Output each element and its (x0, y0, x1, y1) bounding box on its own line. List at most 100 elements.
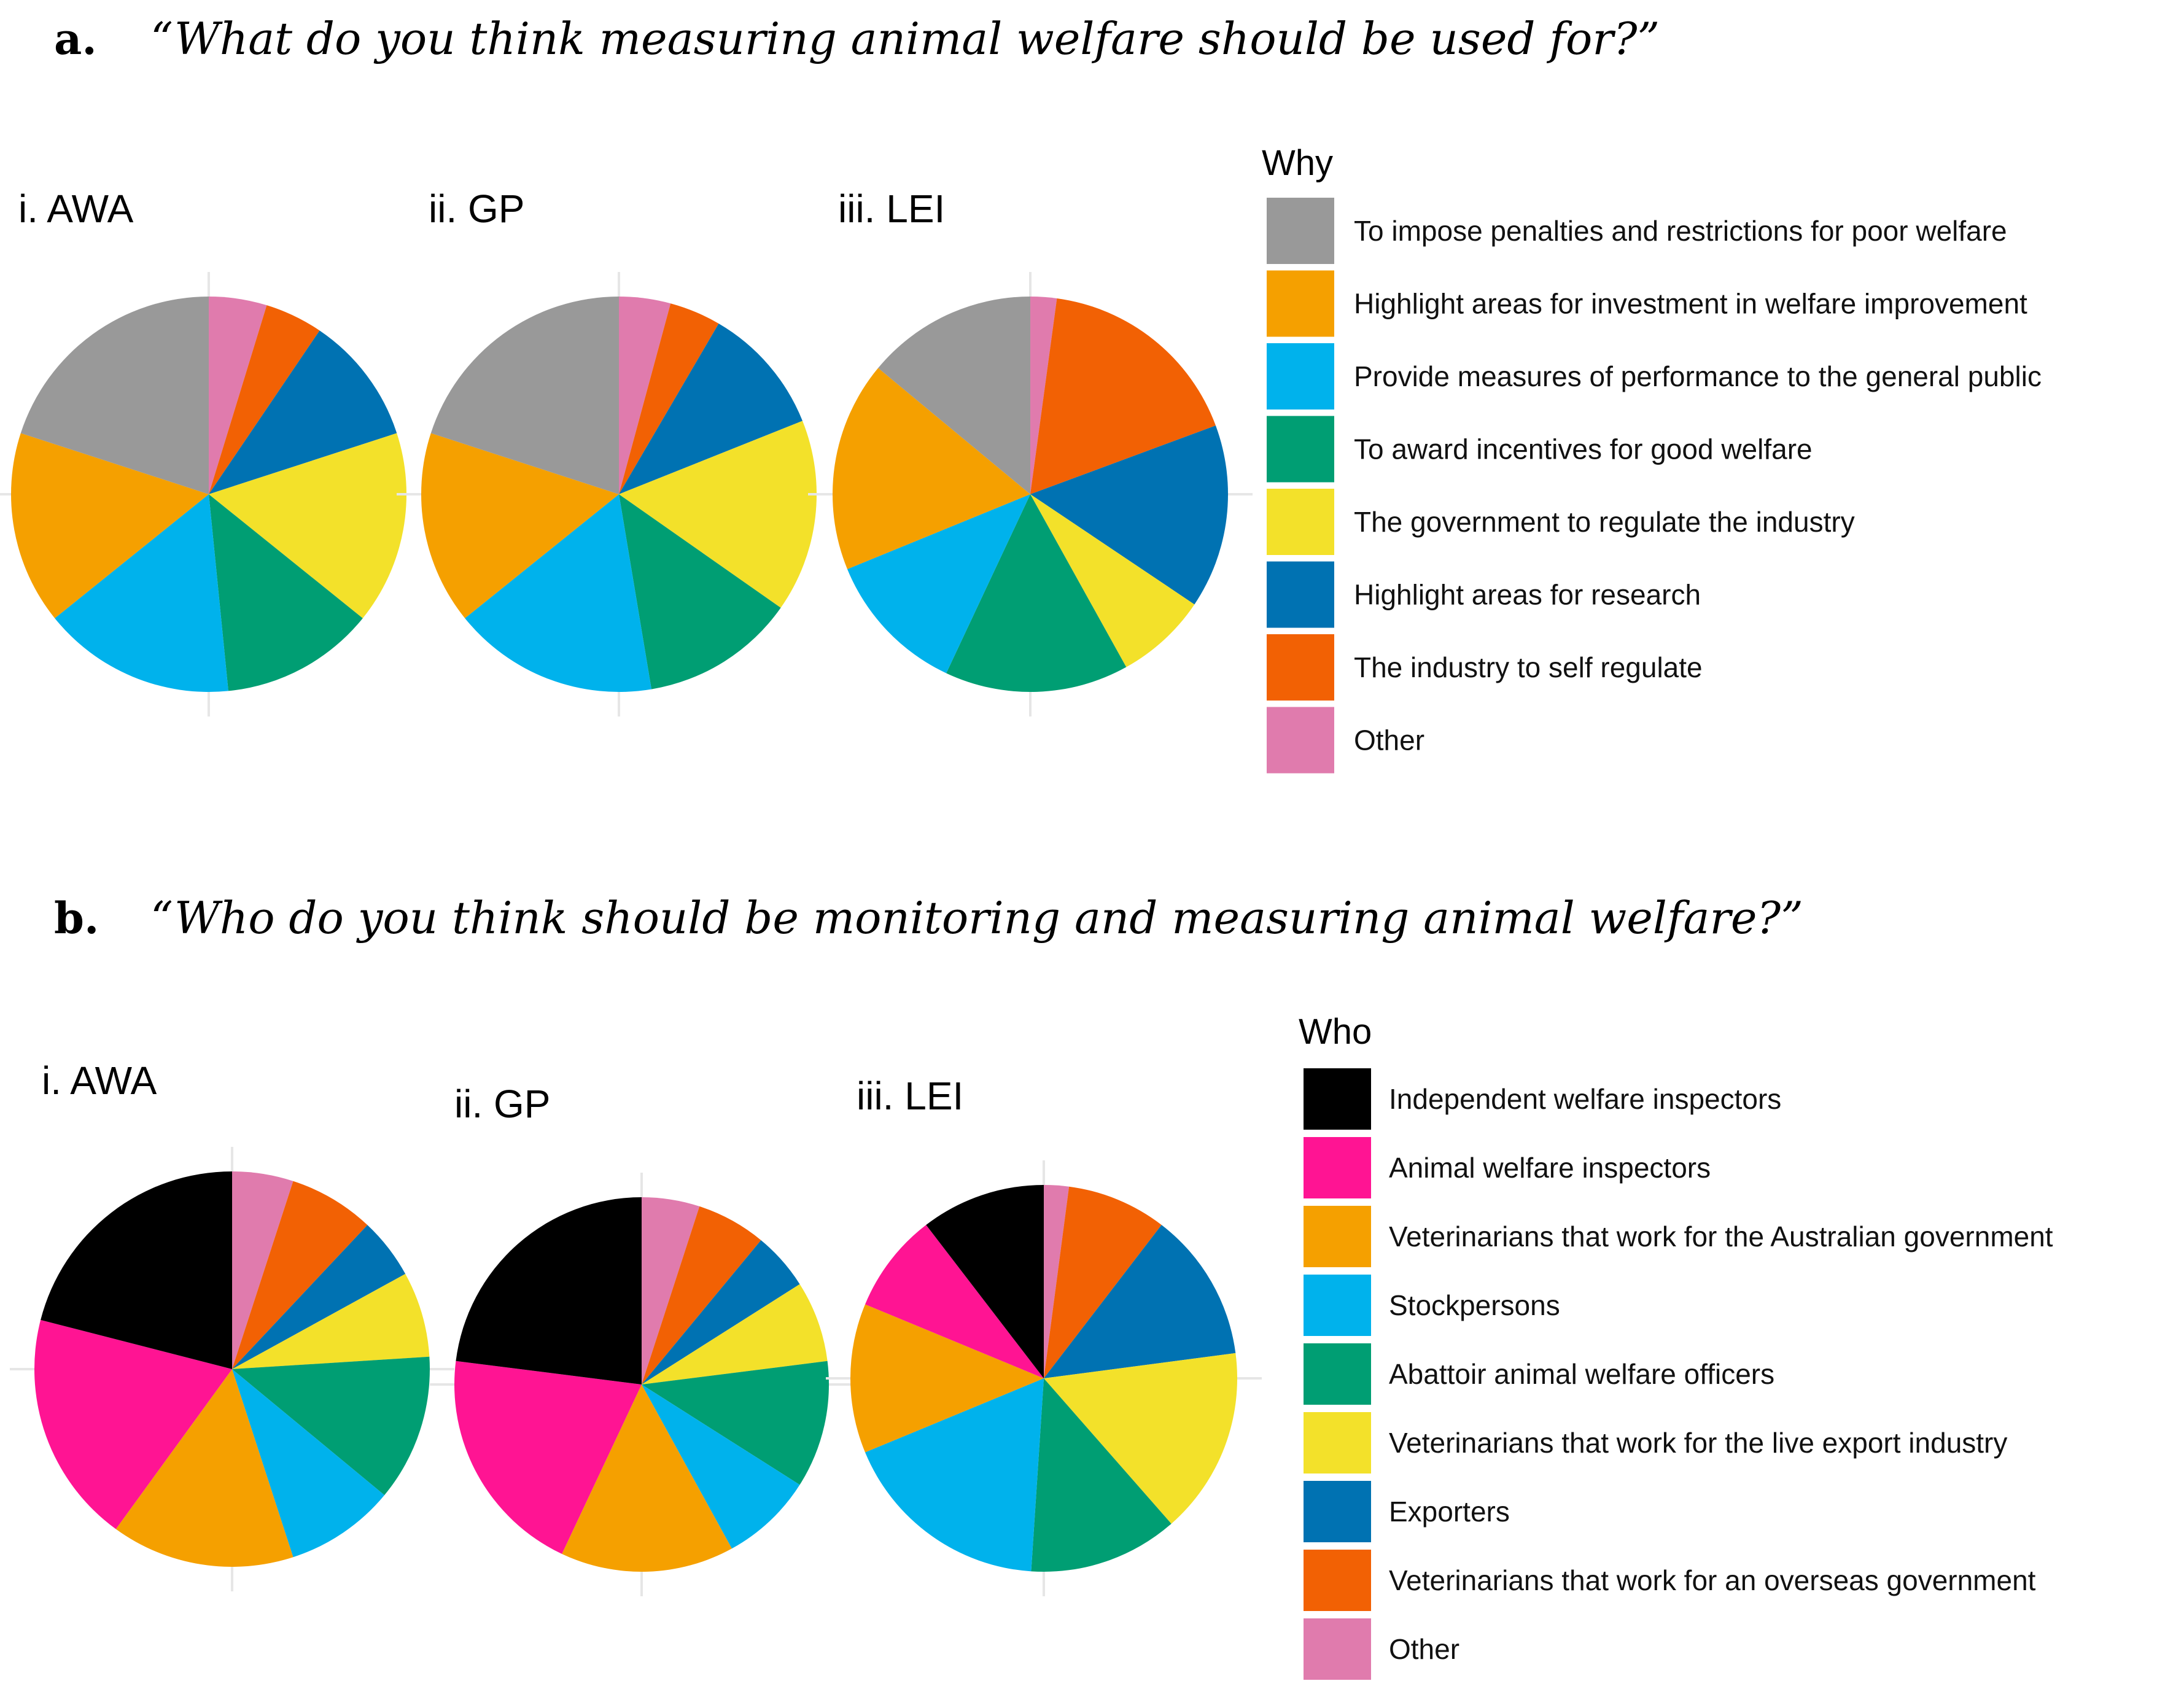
panel-a-pie-2-slice-other (619, 297, 671, 494)
panel-b-pie-2-title: ii. GP (454, 1082, 550, 1126)
panel-b-legend-swatch-abattoir-animal-welfare-officers (1304, 1343, 1371, 1405)
panel-b-pie-1-slice-exporters (232, 1225, 406, 1369)
panel-b-question: “Who do you think should be monitoring a… (150, 892, 1803, 944)
panel-b-legend-swatch-stockpersons (1304, 1275, 1371, 1336)
panel-b-pie-2-slice-stockpersons (642, 1384, 800, 1549)
panel-b-legend-label-abattoir-animal-welfare-officers: Abattoir animal welfare officers (1389, 1358, 1774, 1390)
panel-b-pie-3-slice-veterinarians-that-work-for-an-overseas-government (1044, 1186, 1162, 1378)
panel-b-pie-gp (430, 1173, 853, 1596)
panel-a-legend-swatch-the-government-to-regulate-the-industry (1267, 489, 1334, 555)
panel-b-pie-2-slice-animal-welfare-inspectors (454, 1361, 642, 1554)
panel-a: a. “What do you think measuring animal w… (0, 13, 2042, 774)
panel-b-pie-3-slice-veterinarians-that-work-for-the-live-export-industry (1044, 1353, 1238, 1524)
panel-a-pie-3-title: iii. LEI (838, 187, 945, 231)
panel-b-legend-label-other: Other (1389, 1633, 1459, 1665)
panel-a-legend-label-highlight-areas-for-investment-in-welfare-improvement: Highlight areas for investment in welfar… (1354, 288, 2027, 320)
panel-b-pie-2-slice-exporters (642, 1240, 800, 1384)
panel-b-legend-swatch-veterinarians-that-work-for-the-australian-government (1304, 1206, 1371, 1267)
panel-b-pie-3-slice-exporters (1044, 1225, 1236, 1378)
panel-a-pie-3-slice-provide-measures-of-performance-to-the-general-public (847, 494, 1030, 674)
panel-a-pie-2-slice-highlight-areas-for-investment-in-welfare-improvement (421, 433, 619, 618)
panel-b-legend-label-veterinarians-that-work-for-an-overseas-government: Veterinarians that work for an overseas … (1389, 1564, 2036, 1596)
panel-a-pie-2-slice-the-industry-to-self-regulate (619, 303, 719, 494)
panel-a-legend-label-provide-measures-of-performance-to-the-general-public: Provide measures of performance to the g… (1354, 360, 2042, 392)
panel-a-question: “What do you think measuring animal welf… (150, 13, 1660, 64)
panel-a-pie-2-slice-to-impose-penalties-and-restrictions-for-poor-welfare (430, 297, 619, 494)
panel-a-legend-label-the-industry-to-self-regulate: The industry to self regulate (1354, 651, 1703, 683)
panel-a-pie-2-slice-the-government-to-regulate-the-industry (619, 421, 817, 608)
panel-b-pie-1-slice-animal-welfare-inspectors (34, 1319, 232, 1529)
panel-b-pie-2-slice-other (642, 1197, 700, 1384)
panel-b-letter: b. (54, 893, 99, 944)
panel-a-legend-swatch-highlight-areas-for-research (1267, 561, 1334, 628)
panel-b-legend-swatch-animal-welfare-inspectors (1304, 1137, 1371, 1198)
panel-b-pie-2-slice-abattoir-animal-welfare-officers (642, 1361, 829, 1485)
panel-b-legend: Independent welfare inspectors Animal wel… (1304, 1068, 2053, 1680)
panel-b-pie-2-slice-veterinarians-that-work-for-an-overseas-government (642, 1206, 761, 1384)
panel-a-pie-3-slice-to-award-incentives-for-good-welfare (946, 494, 1127, 693)
panel-a-legend-swatch-provide-measures-of-performance-to-the-general-public (1267, 343, 1334, 410)
panel-b-pie-3-slice-animal-welfare-inspectors (865, 1225, 1044, 1378)
panel-a-pie-1-title: i. AWA (18, 187, 134, 231)
panel-a-legend-label-other: Other (1354, 724, 1424, 756)
panel-b-pie-1-slice-abattoir-animal-welfare-officers (232, 1356, 430, 1496)
panel-a-legend: To impose penalties and restrictions for… (1267, 198, 2042, 774)
panel-a-pie-3-slice-to-impose-penalties-and-restrictions-for-poor-welfare (878, 296, 1030, 494)
panel-a-pie-1-slice-highlight-areas-for-investment-in-welfare-improvement (11, 433, 209, 618)
panel-b-legend-swatch-independent-welfare-inspectors (1304, 1068, 1371, 1130)
panel-a-pie-3-slice-other (1030, 297, 1057, 494)
panel-a-legend-label-to-award-incentives-for-good-welfare: To award incentives for good welfare (1354, 433, 1813, 465)
panel-a-legend-swatch-highlight-areas-for-investment-in-welfare-improvement (1267, 270, 1334, 337)
panel-b-pie-1-slice-veterinarians-that-work-for-the-live-export-industry (232, 1273, 430, 1369)
panel-a-pie-2-title: ii. GP (429, 187, 524, 231)
panel-a-legend-label-to-impose-penalties-and-restrictions-for-poor-welfare: To impose penalties and restrictions for… (1354, 215, 2007, 247)
panel-a-pie-3-slice-the-government-to-regulate-the-industry (1030, 494, 1195, 667)
panel-a-pie-1-slice-other (209, 297, 267, 494)
panel-b-pie-2-slice-veterinarians-that-work-for-the-australian-government (562, 1384, 732, 1572)
panel-a-pie-1-slice-to-impose-penalties-and-restrictions-for-poor-welfare (20, 297, 209, 494)
panel-a-pie-lei (808, 272, 1253, 716)
panel-b-pie-1-slice-independent-welfare-inspectors (41, 1171, 233, 1369)
panel-b-legend-label-veterinarians-that-work-for-the-live-export-industry: Veterinarians that work for the live exp… (1389, 1427, 2007, 1459)
panel-a-pie-1-slice-provide-measures-of-performance-to-the-general-public (55, 494, 228, 693)
panel-b-pie-3-slice-veterinarians-that-work-for-the-australian-government (850, 1304, 1044, 1453)
panel-b-pie-3-title: iii. LEI (857, 1074, 963, 1118)
panel-b-legend-label-exporters: Exporters (1389, 1496, 1510, 1528)
panel-a-legend-swatch-the-industry-to-self-regulate (1267, 634, 1334, 701)
panel-a-legend-swatch-to-impose-penalties-and-restrictions-for-poor-welfare (1267, 198, 1334, 264)
panel-a-pie-awa (0, 272, 431, 716)
panel-b-pie-2-slice-independent-welfare-inspectors (456, 1197, 642, 1384)
panel-b-pie-1-slice-stockpersons (232, 1369, 385, 1558)
panel-a-legend-title: Why (1262, 143, 1333, 183)
panel-b-legend-swatch-veterinarians-that-work-for-an-overseas-government (1304, 1550, 1371, 1611)
panel-a-pie-3-slice-the-industry-to-self-regulate (1030, 298, 1216, 494)
panel-b-legend-title: Who (1299, 1012, 1372, 1052)
panel-b-pie-1-slice-veterinarians-that-work-for-an-overseas-government (232, 1181, 368, 1369)
panel-b-pie-3-slice-abattoir-animal-welfare-officers (1031, 1378, 1172, 1572)
panel-b-legend-label-stockpersons: Stockpersons (1389, 1289, 1560, 1321)
panel-b-legend-swatch-veterinarians-that-work-for-the-live-export-industry (1304, 1412, 1371, 1474)
panel-b-pie-1-slice-veterinarians-that-work-for-the-australian-government (115, 1369, 293, 1567)
panel-a-pie-3-slice-highlight-areas-for-investment-in-welfare-improvement (832, 368, 1030, 569)
panel-b-pie-3-slice-stockpersons (865, 1378, 1044, 1572)
panel-b-pie-3-slice-other (1044, 1185, 1070, 1378)
panel-b: b. “Who do you think should be monitorin… (10, 892, 2053, 1680)
panel-b-legend-label-animal-welfare-inspectors: Animal welfare inspectors (1389, 1152, 1711, 1184)
panel-b-pie-awa (10, 1147, 454, 1591)
panel-b-pie-2-slice-veterinarians-that-work-for-the-live-export-industry (642, 1284, 828, 1384)
panel-a-legend-label-the-government-to-regulate-the-industry: The government to regulate the industry (1354, 506, 1855, 538)
panel-a-pie-1-slice-the-industry-to-self-regulate (209, 305, 320, 494)
panel-a-legend-swatch-to-award-incentives-for-good-welfare (1267, 416, 1334, 483)
panel-b-legend-swatch-exporters (1304, 1481, 1371, 1542)
panel-b-pie-1-title: i. AWA (42, 1058, 157, 1103)
panel-b-pie-3-slice-independent-welfare-inspectors (926, 1185, 1044, 1378)
panel-a-letter: a. (54, 14, 97, 64)
panel-a-pie-2-slice-highlight-areas-for-research (619, 324, 802, 494)
panel-a-pie-2-slice-provide-measures-of-performance-to-the-general-public (465, 494, 651, 693)
panel-b-pie-1-slice-other (232, 1171, 293, 1369)
panel-a-pie-2-slice-to-award-incentives-for-good-welfare (619, 494, 781, 689)
panel-b-pie-lei (826, 1160, 1262, 1596)
panel-b-legend-swatch-other (1304, 1618, 1371, 1680)
panel-a-pie-3-slice-highlight-areas-for-research (1030, 425, 1229, 605)
